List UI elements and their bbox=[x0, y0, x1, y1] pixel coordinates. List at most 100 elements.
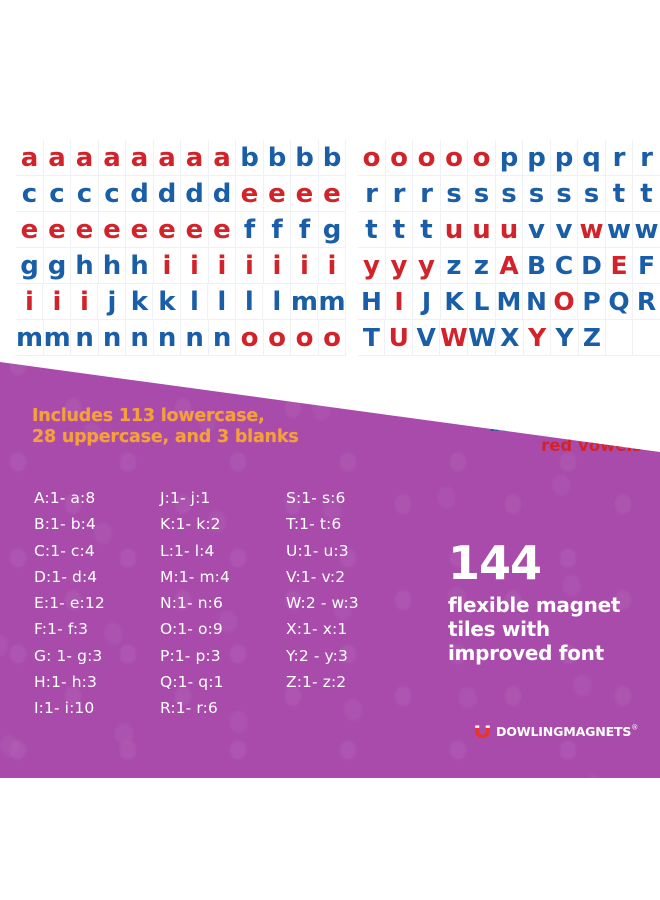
letter-tile-p: p bbox=[523, 140, 551, 176]
letter-tile-p: p bbox=[495, 140, 523, 176]
letter-tile-l: l bbox=[208, 284, 236, 320]
letter-tile-a: a bbox=[43, 140, 71, 176]
letter-tile-b: b bbox=[263, 140, 291, 176]
letter-tile-l: l bbox=[235, 284, 264, 320]
letter-tile-f: f bbox=[291, 212, 319, 248]
letter-tile-r: r bbox=[358, 176, 386, 212]
letter-tile-o: o bbox=[236, 320, 264, 356]
letter-tile-o: o bbox=[413, 140, 441, 176]
letter-tile-K: K bbox=[440, 284, 468, 320]
letter-tile-n: n bbox=[181, 320, 209, 356]
letter-tile-d: d bbox=[181, 176, 209, 212]
letter-tile-z: z bbox=[440, 248, 468, 284]
letter-tile-z: z bbox=[468, 248, 496, 284]
letter-tile-R: R bbox=[633, 284, 660, 320]
letter-count-item: B:1- b:4 bbox=[34, 515, 96, 534]
magnet-count-number: 144 bbox=[448, 536, 542, 590]
letter-tile-n: n bbox=[126, 320, 154, 356]
letter-count-item: L:1- l:4 bbox=[160, 541, 215, 560]
letter-tile-r: r bbox=[605, 140, 633, 176]
letter-tile-e: e bbox=[16, 212, 44, 248]
letter-count-item: I:1- i:10 bbox=[34, 699, 95, 718]
letter-tile-l: l bbox=[263, 284, 291, 320]
letter-tile-t: t bbox=[413, 212, 441, 248]
letter-tile-e: e bbox=[43, 212, 71, 248]
letter-tile-o: o bbox=[318, 320, 347, 356]
letter-tile-k: k bbox=[153, 284, 181, 320]
letter-tile-e: e bbox=[153, 212, 181, 248]
tile-row: tttuuuvvwwwx bbox=[358, 212, 660, 248]
counts-column: S:1- s:6 T:1- t:6 U:1- u:3 V:1- v:2 W:2 - w:… bbox=[286, 485, 412, 722]
letter-tile-q: q bbox=[578, 140, 606, 176]
letter-tile-Q: Q bbox=[605, 284, 633, 320]
letter-tile-blank bbox=[605, 320, 634, 356]
letter-tile-i: i bbox=[318, 248, 346, 284]
letter-tile-d: d bbox=[126, 176, 154, 212]
letter-count-item: Q:1- q:1 bbox=[160, 673, 224, 692]
includes-headline: Includes 113 lowercase, 28 uppercase, an… bbox=[32, 406, 299, 447]
letter-tile-w: w bbox=[605, 212, 633, 248]
letter-tile-e: e bbox=[236, 176, 264, 212]
letter-tile-J: J bbox=[413, 284, 441, 320]
letter-tile-n: n bbox=[98, 320, 127, 356]
letter-counts-table: A:1- a:8 B:1- b:4 C:1- c:4 D:1- d:4 E:1- e:1… bbox=[34, 485, 412, 722]
brand-trademark: ® bbox=[631, 723, 639, 732]
letter-tile-o: o bbox=[291, 320, 319, 356]
letter-tile-N: N bbox=[523, 284, 551, 320]
letter-tile-L: L bbox=[468, 284, 496, 320]
letter-count-item: F:1- f:3 bbox=[34, 620, 89, 639]
letter-tile-W: W bbox=[440, 320, 469, 356]
letter-count-item: M:1- m:4 bbox=[160, 567, 230, 586]
letter-tile-u: u bbox=[468, 212, 496, 248]
letter-tile-i: i bbox=[153, 248, 181, 284]
letter-tile-p: p bbox=[550, 140, 578, 176]
letter-tile-k: k bbox=[125, 284, 154, 320]
letter-tile-v: v bbox=[550, 212, 578, 248]
letter-tile-f: f bbox=[236, 212, 264, 248]
letter-count-item: N:1- n:6 bbox=[160, 594, 223, 613]
letter-tile-i: i bbox=[43, 284, 71, 320]
letter-tile-y: y bbox=[413, 248, 441, 284]
letter-tile-u: u bbox=[440, 212, 468, 248]
letter-tile-j: j bbox=[98, 284, 126, 320]
letter-count-item: O:1- o:9 bbox=[160, 620, 223, 639]
letter-tile-i: i bbox=[291, 248, 319, 284]
letter-tile-i: i bbox=[263, 248, 291, 284]
counts-column: A:1- a:8 B:1- b:4 C:1- c:4 D:1- d:4 E:1- e:1… bbox=[34, 485, 160, 722]
letter-tile-m: m bbox=[318, 284, 347, 320]
letter-tile-r: r bbox=[633, 140, 660, 176]
letter-tile-i: i bbox=[181, 248, 209, 284]
letter-tile-o: o bbox=[440, 140, 468, 176]
letter-tile-o: o bbox=[263, 320, 292, 356]
letter-tile-O: O bbox=[550, 284, 578, 320]
letter-count-item: W:2 - w:3 bbox=[286, 594, 359, 613]
purple-info-panel: Includes 113 lowercase, 28 uppercase, an… bbox=[0, 362, 660, 778]
letter-tile-h: h bbox=[71, 248, 99, 284]
letter-tile-U: U bbox=[385, 320, 413, 356]
tile-row: HIJKLMNOPQRS bbox=[358, 284, 660, 320]
letter-count-item: T:1- t:6 bbox=[286, 515, 342, 534]
letter-tile-i: i bbox=[16, 284, 44, 320]
letter-count-item: H:1- h:3 bbox=[34, 673, 97, 692]
letter-tile-r: r bbox=[385, 176, 413, 212]
letter-tile-g: g bbox=[43, 248, 71, 284]
letter-tile-a: a bbox=[71, 140, 99, 176]
color-code-lead-text: Color codes to provide visual cues bbox=[393, 399, 642, 415]
letter-tile-blank bbox=[633, 320, 660, 356]
letter-tile-c: c bbox=[71, 176, 99, 212]
letter-tile-t: t bbox=[605, 176, 633, 212]
letter-tile-g: g bbox=[16, 248, 44, 284]
letter-tile-s: s bbox=[495, 176, 523, 212]
letter-tile-b: b bbox=[318, 140, 346, 176]
letter-tile-e: e bbox=[263, 176, 291, 212]
letter-tile-y: y bbox=[358, 248, 386, 284]
letter-tile-c: c bbox=[16, 176, 44, 212]
